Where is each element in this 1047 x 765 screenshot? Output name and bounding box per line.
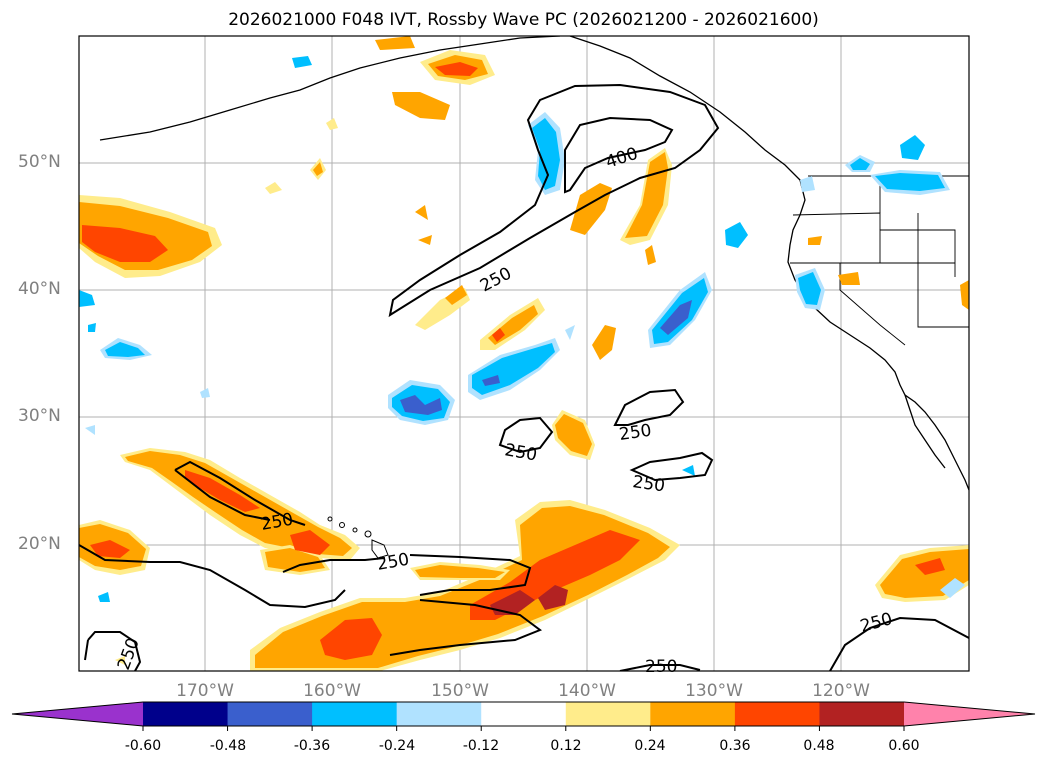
hawaii-islands bbox=[327, 516, 389, 559]
colorbar-extend-low bbox=[12, 702, 143, 726]
colorbar-label: 0.60 bbox=[888, 738, 920, 754]
colorbar-cells bbox=[143, 702, 905, 726]
lon-tick-label: 160°W bbox=[303, 681, 361, 701]
colorbar-label: 0.36 bbox=[719, 738, 751, 754]
map-area bbox=[79, 36, 969, 671]
colorbar-cell bbox=[227, 702, 313, 726]
colorbar-label: 0.12 bbox=[550, 738, 582, 754]
ivt-filled-contours bbox=[79, 36, 969, 671]
lon-tick-label: 170°W bbox=[176, 681, 234, 701]
colorbar-cell bbox=[650, 702, 736, 726]
colorbar-cell bbox=[481, 702, 567, 726]
contour-label: 250 bbox=[631, 472, 666, 496]
contour-label: 250 bbox=[114, 635, 144, 672]
map-title: 2026021000 F048 IVT, Rossby Wave PC (202… bbox=[228, 10, 819, 30]
lat-tick-label: 40°N bbox=[18, 279, 61, 299]
colorbar bbox=[11, 701, 1036, 731]
contour-label: 400 bbox=[603, 144, 640, 173]
colorbar-label: -0.24 bbox=[378, 738, 416, 754]
colorbar-cell bbox=[819, 702, 905, 726]
map-frame bbox=[78, 35, 970, 672]
lat-tick-label: 20°N bbox=[18, 534, 61, 554]
contour-label: 250 bbox=[645, 657, 677, 677]
lon-tick-label: 140°W bbox=[558, 681, 616, 701]
lon-tick-label: 120°W bbox=[812, 681, 870, 701]
lon-tick-label: 130°W bbox=[685, 681, 743, 701]
political-borders bbox=[790, 175, 969, 346]
colorbar-extend-high bbox=[904, 702, 1035, 726]
colorbar-cell bbox=[565, 702, 651, 726]
contour-label: 250 bbox=[375, 550, 410, 575]
colorbar-cell bbox=[396, 702, 482, 726]
rossby-wave-contours bbox=[79, 83, 969, 671]
lat-tick-label: 50°N bbox=[18, 152, 61, 172]
contour-label: 250 bbox=[503, 440, 538, 465]
colorbar-label: 0.48 bbox=[803, 738, 835, 754]
colorbar-cell bbox=[312, 702, 398, 726]
colorbar-cell bbox=[143, 702, 229, 726]
contour-label: 250 bbox=[618, 421, 653, 445]
colorbar-label: 0.24 bbox=[634, 738, 666, 754]
colorbar-label: -0.12 bbox=[462, 738, 500, 754]
contour-label: 250 bbox=[858, 609, 895, 637]
colorbar-label: -0.36 bbox=[293, 738, 331, 754]
colorbar-cell bbox=[734, 702, 820, 726]
colorbar-label: -0.60 bbox=[124, 738, 162, 754]
colorbar-label: -0.48 bbox=[209, 738, 247, 754]
contour-label: 250 bbox=[477, 264, 515, 297]
lon-tick-label: 150°W bbox=[431, 681, 489, 701]
lat-tick-label: 30°N bbox=[18, 406, 61, 426]
